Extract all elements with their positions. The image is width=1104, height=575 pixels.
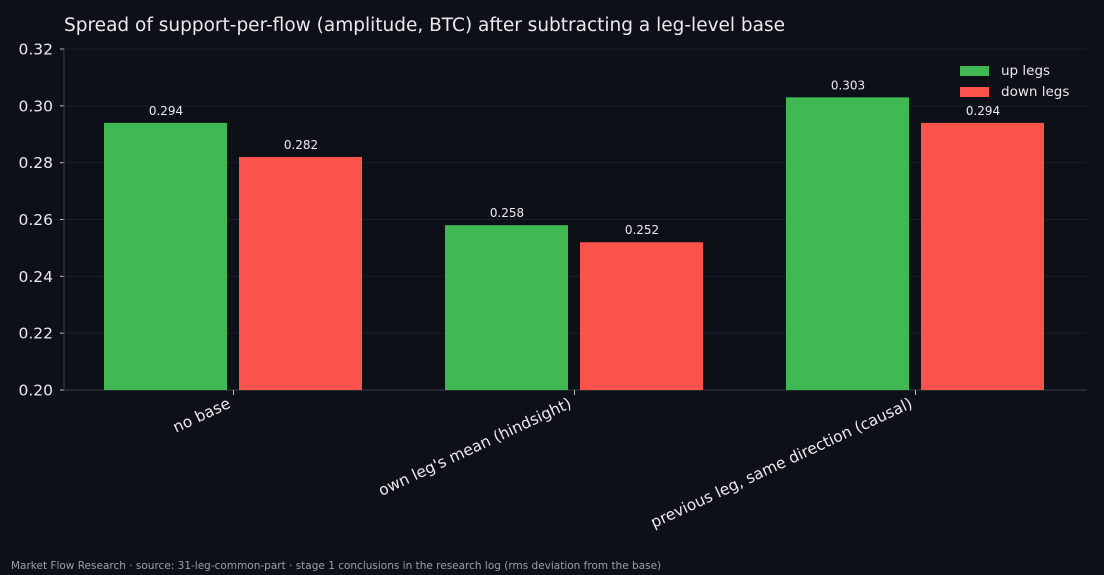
chart-title: Spread of support-per-flow (amplitude, B… (64, 15, 786, 36)
bar-down (239, 156, 362, 390)
bar-value-label: 0.258 (490, 206, 524, 220)
bar-value-label: 0.303 (831, 78, 865, 92)
legend: up legs down legs (960, 60, 1069, 102)
legend-item-down-legs: down legs (960, 81, 1069, 102)
legend-swatch-up (960, 65, 989, 76)
y-tick-label: 0.22 (18, 325, 53, 343)
bar-up (445, 225, 568, 390)
legend-label-down: down legs (1001, 83, 1070, 100)
bar-value-label: 0.252 (625, 223, 659, 237)
y-tick-label: 0.28 (18, 154, 53, 172)
legend-swatch-down (960, 86, 989, 97)
y-tick-label: 0.30 (18, 97, 53, 115)
bar-value-label: 0.282 (284, 138, 318, 152)
y-tick-label: 0.20 (18, 382, 53, 400)
bar-down (921, 122, 1044, 390)
y-tick-label: 0.26 (18, 211, 53, 229)
y-tick-label: 0.32 (18, 41, 53, 59)
footer-note: Market Flow Research · source: 31-leg-co… (11, 560, 662, 572)
bar-value-label: 0.294 (966, 104, 1000, 118)
bar-up (786, 97, 909, 390)
legend-label-up: up legs (1001, 62, 1051, 79)
legend-item-up-legs: up legs (960, 60, 1069, 81)
bar-up (104, 122, 227, 390)
x-tick-label: previous leg, same direction (causal) (648, 394, 915, 531)
x-tick-label: no base (170, 394, 233, 436)
x-tick-label: own leg's mean (hindsight) (376, 394, 575, 499)
bar-down (580, 242, 703, 390)
y-tick-label: 0.24 (18, 268, 53, 286)
bar-value-label: 0.294 (149, 104, 183, 118)
